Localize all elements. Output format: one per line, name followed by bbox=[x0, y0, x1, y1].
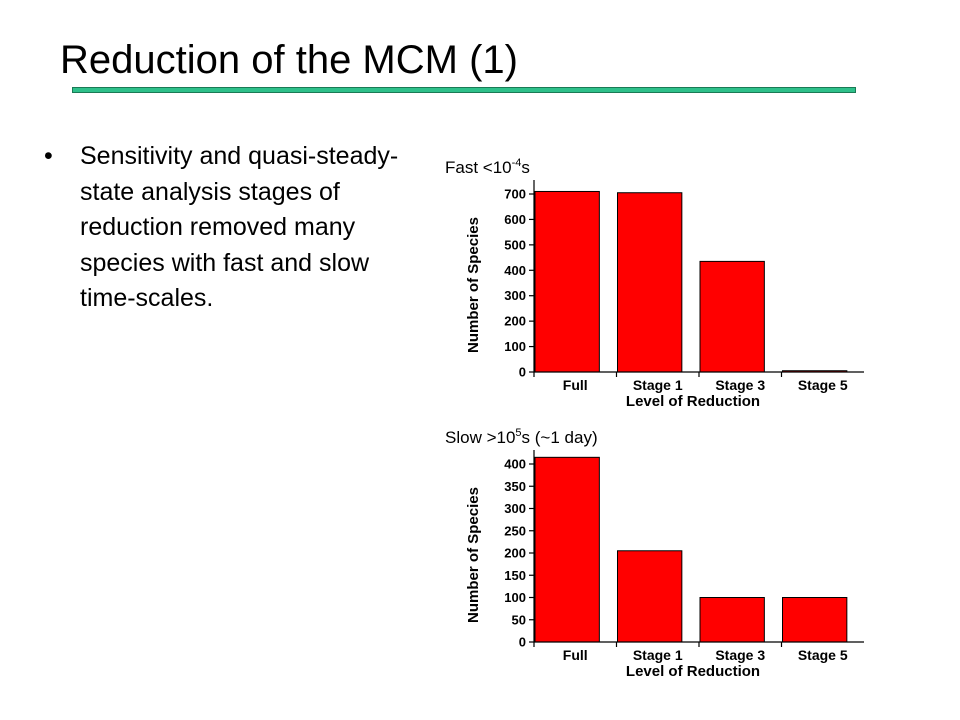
slow-species-bar-chart: 0 50 100 150 200 250 300 350 400 Full Stage 1 Stage… bbox=[465, 450, 864, 680]
slow-y-tick-label: 300 bbox=[504, 501, 526, 516]
slow-y-axis-title: Number of Species bbox=[465, 487, 482, 623]
fast-x-tick-label: Full bbox=[563, 377, 588, 393]
fast-y-tick-label: 100 bbox=[504, 339, 526, 354]
slow-bar-stage-5 bbox=[782, 597, 848, 643]
fast-caption-suffix: s bbox=[521, 158, 530, 177]
slide-title: Reduction of the MCM (1) bbox=[60, 38, 518, 82]
fast-y-tick-label: 500 bbox=[504, 237, 526, 252]
fast-bar-full bbox=[534, 190, 600, 373]
fast-chart-caption: Fast <10-4s bbox=[445, 158, 530, 178]
slow-x-tick-label: Stage 5 bbox=[798, 647, 848, 663]
slow-y-tick-label: 100 bbox=[504, 590, 526, 605]
fast-y-tick-label: 400 bbox=[504, 263, 526, 278]
fast-y-tick-label: 200 bbox=[504, 314, 526, 329]
slow-y-tick-label: 400 bbox=[504, 457, 526, 472]
slow-y-tick-label: 0 bbox=[519, 635, 526, 650]
slow-chart-caption: Slow >105s (~1 day) bbox=[445, 428, 598, 448]
slow-y-tick-label: 200 bbox=[504, 546, 526, 561]
fast-x-tick-label: Stage 5 bbox=[798, 377, 848, 393]
slow-caption-suffix: s (~1 day) bbox=[521, 428, 598, 447]
slow-y-tick-label: 350 bbox=[504, 479, 526, 494]
fast-y-tick-label: 600 bbox=[504, 212, 526, 227]
slow-caption-exponent: 5 bbox=[515, 427, 522, 439]
fast-x-tick-label: Stage 1 bbox=[633, 377, 683, 393]
slow-x-tick-label: Stage 1 bbox=[633, 647, 683, 663]
fast-x-axis-title: Level of Reduction bbox=[626, 393, 760, 410]
slow-bar-stage-3 bbox=[699, 597, 765, 643]
slow-y-tick-label: 150 bbox=[504, 568, 526, 583]
bullet-marker: • bbox=[44, 142, 53, 170]
fast-y-tick-label: 700 bbox=[504, 187, 526, 202]
fast-bar-stage-1 bbox=[617, 192, 683, 373]
fast-species-bar-chart: 0 100 200 300 400 500 600 700 Full Stage 1 Stage 3… bbox=[465, 180, 864, 410]
fast-x-tick-label: Stage 3 bbox=[715, 377, 765, 393]
bullet-point: • Sensitivity and quasi-steady-state ana… bbox=[44, 139, 424, 317]
slow-bar-stage-1 bbox=[617, 550, 683, 643]
slow-bar-full bbox=[534, 456, 600, 643]
slow-y-tick-label: 250 bbox=[504, 523, 526, 538]
fast-y-axis-title: Number of Species bbox=[465, 217, 482, 353]
bullet-text: Sensitivity and quasi-steady-state analy… bbox=[80, 142, 399, 312]
fast-caption-prefix: Fast <10 bbox=[445, 158, 512, 177]
slow-y-tick-label: 50 bbox=[512, 612, 526, 627]
slow-x-tick-label: Full bbox=[563, 647, 588, 663]
fast-y-tick-label: 300 bbox=[504, 288, 526, 303]
slow-caption-prefix: Slow >10 bbox=[445, 428, 516, 447]
slow-x-tick-label: Stage 3 bbox=[715, 647, 765, 663]
title-underline bbox=[72, 87, 856, 93]
fast-caption-exponent: -4 bbox=[511, 157, 522, 169]
fast-y-tick-label: 0 bbox=[519, 365, 526, 380]
fast-bar-stage-3 bbox=[699, 260, 765, 373]
slow-x-axis-title: Level of Reduction bbox=[626, 663, 760, 680]
